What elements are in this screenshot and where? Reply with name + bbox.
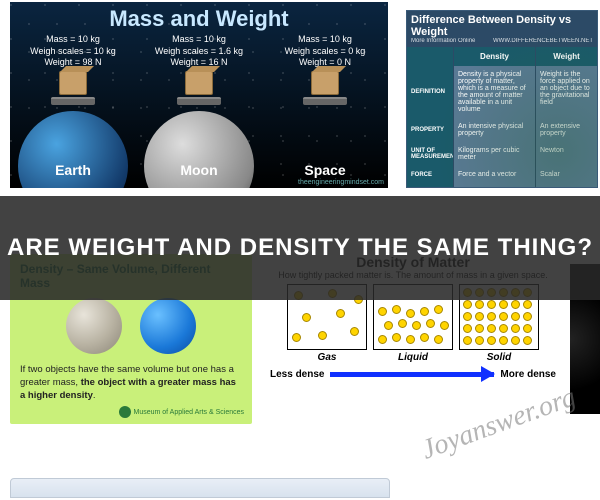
- card2-header: Difference Between Density vs Weight Mor…: [407, 11, 597, 47]
- museum-logo-text: Museum of Applied Arts & Sciences: [134, 409, 245, 416]
- result-card-mass-and-weight[interactable]: Mass and Weight Mass = 10 kg Weigh scale…: [10, 2, 388, 188]
- arrow-right-label: More dense: [500, 369, 556, 380]
- scale-icon: [51, 97, 95, 105]
- card2-sub-right: WWW.DIFFERENCEBETWEEN.NET: [493, 38, 593, 44]
- state-label-liquid: Liquid: [373, 352, 453, 363]
- col-header-weight: Weight: [535, 47, 597, 66]
- cell-weight: Scalar: [535, 166, 597, 183]
- card1-col-earth: Mass = 10 kg Weigh scales = 10 kg Weight…: [10, 32, 136, 182]
- cell-weight: Newton: [535, 142, 597, 166]
- card1-stats: Mass = 10 kg Weigh scales = 10 kg Weight…: [10, 34, 136, 69]
- mass-value: Mass = 10 kg: [10, 34, 136, 46]
- cell-weight: Weight is the force applied on an object…: [535, 66, 597, 118]
- card1-title: Mass and Weight: [10, 6, 388, 32]
- row-label: Force: [407, 166, 453, 183]
- cell-density: Force and a vector: [453, 166, 535, 183]
- row-label: Definition: [407, 66, 453, 118]
- table-header-row: Density Weight: [407, 47, 597, 66]
- density-arrow: Less dense More dense: [270, 369, 556, 380]
- blue-sphere-icon: [140, 298, 196, 354]
- row-label: Effect of Gravity: [407, 183, 453, 188]
- state-label-solid: Solid: [459, 352, 539, 363]
- box-icon: [185, 71, 213, 95]
- cell-weight: Directly affected by gravity: [535, 183, 597, 188]
- cell-weight: An extensive property: [535, 118, 597, 142]
- spheres-illustration: [20, 298, 242, 354]
- col-header-density: Density: [453, 47, 535, 66]
- table-row: Property An intensive physical property …: [407, 118, 597, 142]
- card1-stats: Mass = 10 kg Weigh scales = 0 kg Weight …: [262, 34, 388, 69]
- card1-col-moon: Mass = 10 kg Weigh scales = 1.6 kg Weigh…: [136, 32, 262, 182]
- box-icon: [59, 71, 87, 95]
- card1-source: theengineeringmindset.com: [298, 179, 384, 186]
- arrow-icon: [330, 372, 494, 377]
- scale-value: Weigh scales = 10 kg: [10, 46, 136, 58]
- state-label-gas: Gas: [287, 352, 367, 363]
- table-row: Unit of Measurement Kilograms per cubic …: [407, 142, 597, 166]
- mass-value: Mass = 10 kg: [136, 34, 262, 46]
- planet-label: Earth: [10, 162, 136, 178]
- museum-logo: Museum of Applied Arts & Sciences: [119, 406, 245, 418]
- arrow-left-label: Less dense: [270, 369, 324, 380]
- card2-title: Difference Between Density vs Weight: [411, 14, 593, 38]
- image-results-gallery: Mass and Weight Mass = 10 kg Weigh scale…: [0, 0, 600, 500]
- caption-suffix: .: [93, 390, 96, 401]
- box-icon: [311, 71, 339, 95]
- cell-density: Kilograms per cubic meter: [453, 142, 535, 166]
- table-row: Effect of Gravity No relation to gravity…: [407, 183, 597, 188]
- card3-caption: If two objects have the same volume but …: [20, 364, 242, 402]
- cell-density: An intensive physical property: [453, 118, 535, 142]
- card2-sub-left: More Information Online: [411, 38, 475, 44]
- cell-density: No relation to gravity: [453, 183, 535, 188]
- row-label: Unit of Measurement: [407, 142, 453, 166]
- planet-label: Space: [262, 162, 388, 178]
- scale-value: Weigh scales = 0 kg: [262, 46, 388, 58]
- table-row: Force Force and a vector Scalar: [407, 166, 597, 183]
- cell-density: Density is a physical property of matter…: [453, 66, 535, 118]
- mass-value: Mass = 10 kg: [262, 34, 388, 46]
- card1-col-space: Mass = 10 kg Weigh scales = 0 kg Weight …: [262, 32, 388, 182]
- query-banner-text: ARE WEIGHT AND DENSITY THE SAME THING?: [7, 234, 593, 262]
- card1-columns: Mass = 10 kg Weigh scales = 10 kg Weight…: [10, 32, 388, 182]
- result-card-partial-bottom[interactable]: [10, 478, 390, 498]
- row-label: Property: [407, 118, 453, 142]
- rock-sphere-icon: [66, 298, 122, 354]
- result-card-density-vs-weight-table[interactable]: Difference Between Density vs Weight Mor…: [406, 10, 598, 188]
- scale-icon: [177, 97, 221, 105]
- table-row: Definition Density is a physical propert…: [407, 66, 597, 118]
- museum-logo-icon: [119, 406, 131, 418]
- query-banner: ARE WEIGHT AND DENSITY THE SAME THING?: [0, 196, 600, 300]
- card1-stats: Mass = 10 kg Weigh scales = 1.6 kg Weigh…: [136, 34, 262, 69]
- planet-label: Moon: [136, 162, 262, 178]
- scale-icon: [303, 97, 347, 105]
- scale-value: Weigh scales = 1.6 kg: [136, 46, 262, 58]
